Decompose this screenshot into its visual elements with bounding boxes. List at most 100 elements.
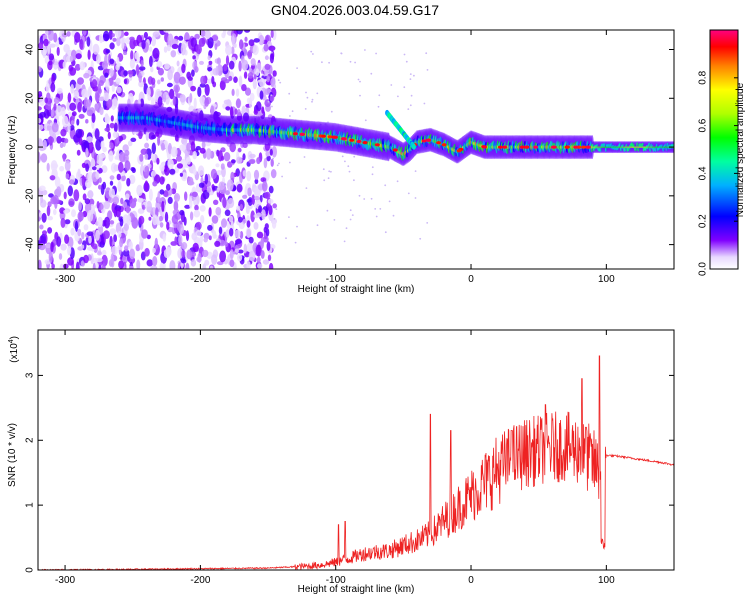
heatmap-cell xyxy=(94,103,99,112)
heatmap-cell xyxy=(264,63,271,70)
heatmap-cell xyxy=(45,243,52,249)
heatmap-cell xyxy=(206,187,211,193)
y-tick-label: 20 xyxy=(25,92,36,104)
heatmap-cell xyxy=(159,222,164,228)
heatmap-cell xyxy=(194,204,199,211)
heatmap-cell xyxy=(278,162,280,165)
heatmap-cell xyxy=(51,122,59,133)
heatmap-cell xyxy=(225,190,230,196)
heatmap-cell xyxy=(181,250,186,258)
heatmap-cell xyxy=(150,77,156,86)
heatmap-cell xyxy=(223,30,227,37)
heatmap-cell xyxy=(38,118,42,124)
heatmap-cell xyxy=(86,231,94,236)
heatmap-cell xyxy=(163,46,168,53)
heatmap-cell xyxy=(47,216,53,221)
heatmap-cell xyxy=(71,111,77,117)
heatmap-cell xyxy=(269,52,274,64)
snr-x-ticks: -300 -200 -100 0 100 xyxy=(55,330,615,586)
heatmap-cell xyxy=(268,45,276,52)
heatmap-cell xyxy=(53,103,57,111)
heatmap-cell xyxy=(311,98,314,101)
heatmap-cell xyxy=(53,209,57,216)
heatmap-cell xyxy=(149,46,153,52)
heatmap-cell xyxy=(217,150,223,162)
heatmap-cell xyxy=(138,72,142,83)
heatmap-cell xyxy=(129,248,136,260)
heatmap-cell xyxy=(403,86,406,89)
heatmap-cell xyxy=(67,92,72,103)
heatmap-cell xyxy=(60,243,67,251)
heatmap-cell xyxy=(99,33,104,44)
heatmap-cell xyxy=(128,241,133,250)
heatmap-cell xyxy=(96,53,101,65)
heatmap-cell xyxy=(118,161,124,173)
heatmap-cell xyxy=(169,88,175,100)
heatmap-cell xyxy=(109,175,115,180)
spectrogram-frame xyxy=(37,29,675,270)
heatmap-cell xyxy=(46,205,51,217)
heatmap-cell xyxy=(39,111,47,118)
heatmap-cell xyxy=(39,96,46,106)
heatmap-cell xyxy=(103,230,110,240)
heatmap-cell xyxy=(66,31,71,37)
heatmap-cell xyxy=(225,106,231,111)
heatmap-cell xyxy=(239,39,244,50)
heatmap-cell xyxy=(384,231,387,234)
heatmap-cell xyxy=(53,97,60,104)
heatmap-cell xyxy=(261,106,265,114)
heatmap-cell xyxy=(257,263,263,269)
heatmap-cell xyxy=(187,180,195,186)
heatmap-cell xyxy=(184,204,191,209)
heatmap-cell xyxy=(96,201,100,209)
heatmap-cell xyxy=(39,211,43,218)
heatmap-cell xyxy=(269,148,273,156)
heatmap-cell xyxy=(56,46,60,57)
heatmap-cell xyxy=(160,142,165,151)
heatmap-cell xyxy=(221,218,227,228)
heatmap-cell xyxy=(236,156,243,164)
heatmap-cell xyxy=(69,102,77,112)
heatmap-cell xyxy=(349,138,355,142)
heatmap-cell xyxy=(573,145,579,149)
heatmap-cell xyxy=(253,169,260,180)
heatmap-cell xyxy=(125,205,131,214)
heatmap-cell xyxy=(126,177,131,187)
heatmap-cell xyxy=(104,115,110,124)
heatmap-cell xyxy=(215,163,220,168)
heatmap-cell xyxy=(98,184,102,190)
heatmap-cell xyxy=(141,229,148,239)
heatmap-cell xyxy=(52,195,59,204)
heatmap-cell xyxy=(179,144,186,152)
heatmap-cell xyxy=(144,142,150,149)
heatmap-cell xyxy=(102,181,107,190)
heatmap-cell xyxy=(253,73,257,80)
heatmap-cell xyxy=(115,30,122,39)
heatmap-cell xyxy=(267,198,274,204)
heatmap-cell xyxy=(204,97,209,107)
heatmap-cell xyxy=(237,249,244,254)
heatmap-cell xyxy=(108,150,114,162)
heatmap-cell xyxy=(191,191,198,198)
heatmap-cell xyxy=(101,262,106,269)
heatmap-cell xyxy=(105,49,111,54)
heatmap-cell xyxy=(523,145,529,149)
heatmap-cell xyxy=(70,227,75,236)
x-tick-label: 0 xyxy=(468,575,474,586)
heatmap-cell xyxy=(242,153,246,161)
heatmap-cell xyxy=(140,164,144,177)
heatmap-cell xyxy=(239,203,243,210)
heatmap-cell xyxy=(70,120,75,126)
heatmap-cell xyxy=(109,122,115,129)
heatmap-cell xyxy=(246,170,252,182)
heatmap-cell xyxy=(224,79,230,84)
heatmap-cell xyxy=(113,164,120,172)
heatmap-cell xyxy=(216,187,220,193)
heatmap-cell xyxy=(96,153,103,165)
colorbar-ticks: 0.0 0.2 0.4 0.6 0.8 xyxy=(698,70,738,276)
heatmap-cell xyxy=(150,151,156,163)
heatmap-cell xyxy=(68,179,75,185)
heatmap-cell xyxy=(392,214,395,217)
heatmap-cell xyxy=(294,241,297,244)
